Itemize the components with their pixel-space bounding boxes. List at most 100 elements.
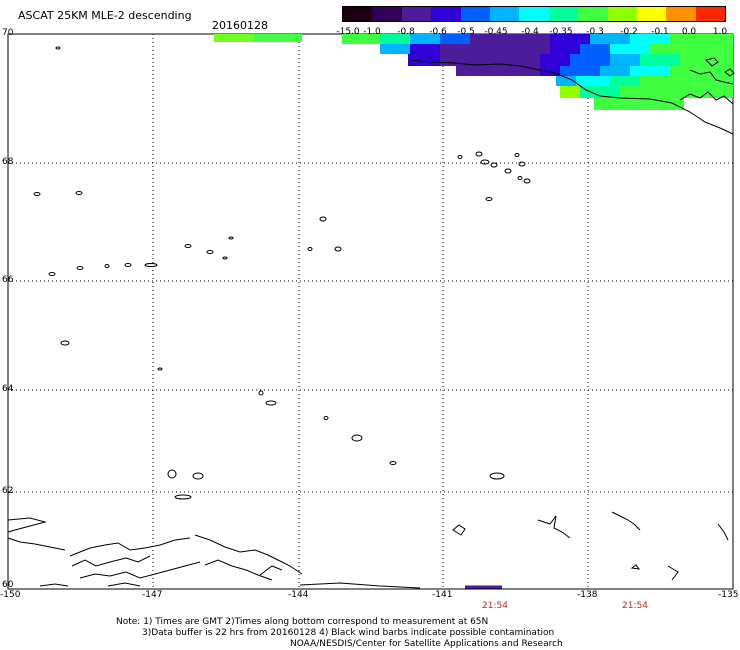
coastline-segment bbox=[194, 534, 303, 575]
data-cell bbox=[610, 54, 640, 66]
data-cell bbox=[620, 86, 733, 98]
colorbar-segment bbox=[401, 7, 432, 21]
colorbar-tick-label: -0.8 bbox=[397, 27, 415, 37]
colorbar-tick-label: -0.35 bbox=[549, 27, 573, 37]
data-cell bbox=[580, 86, 620, 98]
colorbar-segment bbox=[666, 7, 696, 21]
wind-swath-west bbox=[214, 34, 302, 42]
data-cell bbox=[550, 44, 580, 54]
data-cell bbox=[540, 54, 570, 66]
data-cell bbox=[440, 44, 550, 54]
map-frame bbox=[7, 33, 734, 590]
colorbar-segment bbox=[695, 7, 726, 21]
lake bbox=[48, 272, 56, 276]
data-cell bbox=[640, 76, 733, 86]
data-cell bbox=[640, 54, 680, 66]
data-cell bbox=[342, 34, 380, 44]
data-cell bbox=[440, 54, 540, 66]
lake bbox=[144, 263, 158, 267]
pass-time: 21:54 bbox=[622, 601, 648, 611]
lakes bbox=[33, 46, 531, 500]
data-cell bbox=[380, 34, 410, 44]
colorbar-segment bbox=[431, 7, 461, 21]
colorbar-segment bbox=[372, 7, 402, 21]
lake bbox=[323, 416, 329, 420]
data-cell bbox=[456, 66, 540, 76]
island bbox=[724, 68, 735, 77]
coastline-segment bbox=[667, 565, 679, 581]
lake bbox=[485, 197, 493, 201]
lake bbox=[55, 46, 61, 50]
coastline-segment bbox=[71, 555, 151, 567]
coastline-segment bbox=[69, 537, 191, 557]
coastline-segment bbox=[537, 515, 571, 539]
data-cell bbox=[600, 66, 630, 76]
coastline-segment bbox=[79, 561, 201, 579]
colorbar-tick-label: -15.0 bbox=[336, 27, 360, 37]
lon-label: -144 bbox=[288, 590, 309, 600]
coastline-mackenzie bbox=[689, 69, 734, 85]
colorbar-tick-label: -0.45 bbox=[484, 27, 508, 37]
lat-label: 70 bbox=[2, 28, 14, 38]
data-cell bbox=[610, 44, 650, 54]
colorbar-segment bbox=[636, 7, 667, 21]
lon-label: -147 bbox=[142, 590, 163, 600]
lake bbox=[33, 192, 41, 196]
lake bbox=[475, 151, 483, 157]
data-cell bbox=[570, 54, 610, 66]
lake bbox=[517, 176, 523, 180]
data-cell bbox=[408, 54, 440, 66]
data-cell bbox=[540, 66, 560, 76]
colorbar-tick-label: -0.2 bbox=[620, 27, 638, 37]
island bbox=[705, 57, 719, 67]
lon-label: -138 bbox=[577, 590, 598, 600]
data-cell bbox=[576, 76, 610, 86]
data-cell bbox=[214, 34, 254, 42]
lake bbox=[334, 246, 342, 252]
colorbar-tick-label: -0.1 bbox=[651, 27, 669, 37]
lake bbox=[184, 244, 192, 248]
note-line-3: NOAA/NESDIS/Center for Satellite Applica… bbox=[290, 639, 563, 649]
coastline-delta bbox=[679, 91, 734, 105]
note-line-1: Note: 1) Times are GMT 2)Times along bot… bbox=[116, 617, 489, 627]
coastline-segment bbox=[7, 537, 66, 551]
colorbar-tick-label: -1.0 bbox=[363, 27, 381, 37]
colorbar-segment bbox=[460, 7, 490, 21]
data-cell bbox=[630, 66, 670, 76]
lake bbox=[192, 472, 204, 480]
lake bbox=[351, 434, 363, 442]
data-cell bbox=[470, 34, 550, 44]
data-cell bbox=[560, 86, 580, 98]
lake bbox=[228, 236, 234, 240]
wind-swath-east bbox=[342, 34, 733, 110]
data-cell bbox=[580, 44, 610, 54]
lat-label: 62 bbox=[2, 486, 14, 496]
coastline-segment bbox=[717, 523, 729, 541]
lon-label: -135 bbox=[718, 590, 739, 600]
lake bbox=[457, 155, 463, 159]
coastline-segment bbox=[630, 564, 641, 570]
lake bbox=[504, 168, 512, 174]
coastline bbox=[409, 57, 735, 135]
coastline-segment bbox=[7, 517, 47, 533]
data-cell bbox=[670, 66, 733, 76]
coastline-segment bbox=[611, 511, 641, 531]
graticule bbox=[8, 33, 733, 589]
lake bbox=[307, 247, 313, 251]
colorbar-segment bbox=[548, 7, 579, 21]
data-cell bbox=[594, 98, 684, 110]
lake bbox=[389, 461, 397, 465]
lake bbox=[167, 469, 177, 479]
lake bbox=[514, 153, 520, 157]
lake bbox=[489, 472, 505, 480]
lat-label: 68 bbox=[2, 157, 14, 167]
data-cell bbox=[556, 76, 576, 86]
coastline-north bbox=[409, 59, 734, 135]
lon-label: -141 bbox=[432, 590, 453, 600]
lat-label: 64 bbox=[2, 384, 14, 394]
data-cell bbox=[380, 44, 410, 54]
colorbar bbox=[342, 6, 726, 22]
coastline-south bbox=[7, 511, 729, 589]
product-date: 20160128 bbox=[212, 19, 268, 32]
